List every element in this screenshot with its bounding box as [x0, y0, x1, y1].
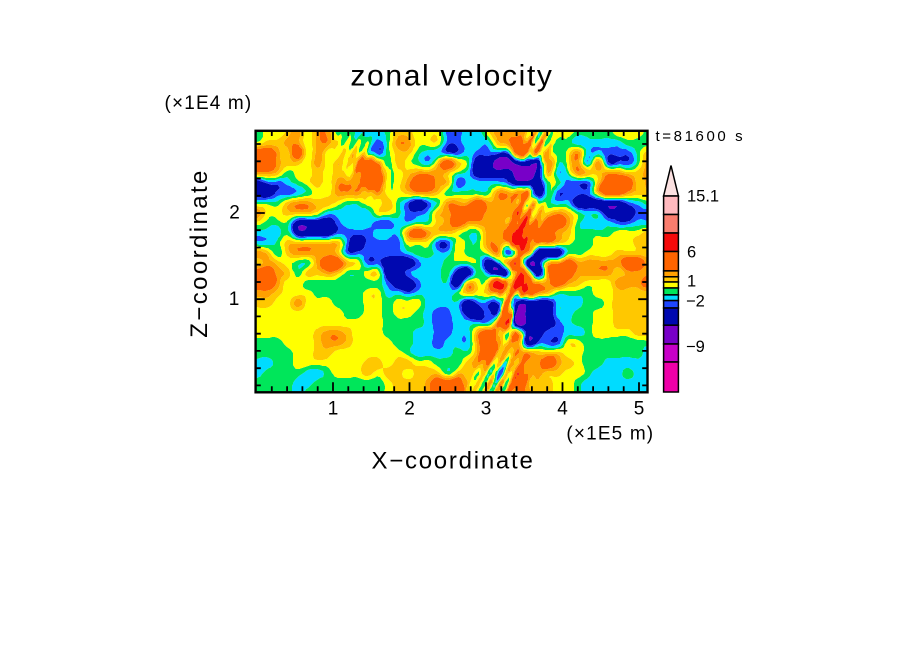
svg-text:1: 1 — [229, 289, 240, 310]
svg-text:1: 1 — [328, 398, 339, 419]
svg-text:(×1E5 m): (×1E5 m) — [566, 424, 654, 445]
svg-text:zonal velocity: zonal velocity — [350, 59, 553, 92]
svg-text:2: 2 — [404, 398, 415, 419]
svg-text:15.1: 15.1 — [687, 188, 719, 206]
svg-text:(×1E4 m): (×1E4 m) — [165, 93, 253, 114]
svg-text:−2: −2 — [686, 293, 705, 311]
svg-text:2: 2 — [229, 203, 240, 224]
svg-text:3: 3 — [481, 398, 492, 419]
svg-text:t=81600 s: t=81600 s — [656, 128, 746, 145]
svg-text:5: 5 — [634, 398, 645, 419]
svg-text:6: 6 — [687, 243, 696, 261]
svg-text:Z−coordinate: Z−coordinate — [186, 168, 213, 338]
svg-text:−9: −9 — [686, 338, 705, 356]
svg-text:4: 4 — [557, 398, 568, 419]
svg-text:X−coordinate: X−coordinate — [371, 448, 534, 475]
svg-text:1: 1 — [687, 272, 696, 290]
